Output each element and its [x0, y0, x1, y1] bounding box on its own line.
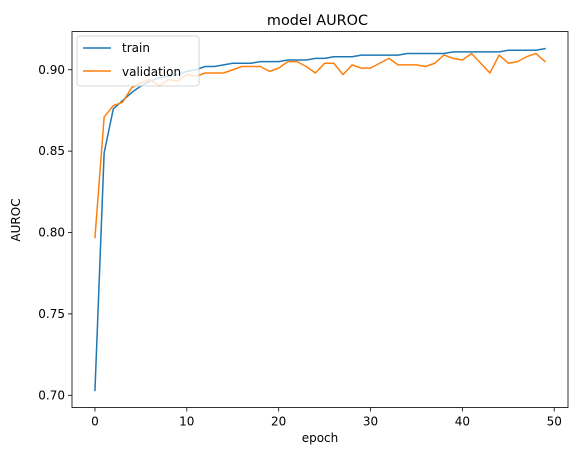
x-tick-label: 10 [179, 415, 194, 429]
y-tick-label: 0.90 [38, 63, 65, 77]
legend: train validation [76, 35, 200, 87]
y-axis-label: AUROC [9, 198, 23, 241]
x-tick-label: 30 [363, 415, 378, 429]
plot-frame [71, 31, 569, 408]
chart-title: model AUROC [267, 13, 368, 29]
y-tick-label: 0.70 [38, 388, 65, 402]
legend-label-train: train [122, 41, 150, 55]
ticks-layer: 0 10 20 30 40 50 0.70 0.75 0.80 0.85 0.90 [38, 63, 562, 429]
legend-label-validation: validation [122, 65, 181, 79]
x-tick-label: 40 [455, 415, 470, 429]
y-tick-label: 0.80 [38, 226, 65, 240]
x-axis-label: epoch [302, 431, 339, 445]
y-tick-label: 0.85 [38, 144, 65, 158]
x-tick-label: 20 [271, 415, 286, 429]
y-tick-label: 0.75 [38, 307, 65, 321]
x-tick-label: 50 [547, 415, 562, 429]
x-tick-label: 0 [91, 415, 99, 429]
